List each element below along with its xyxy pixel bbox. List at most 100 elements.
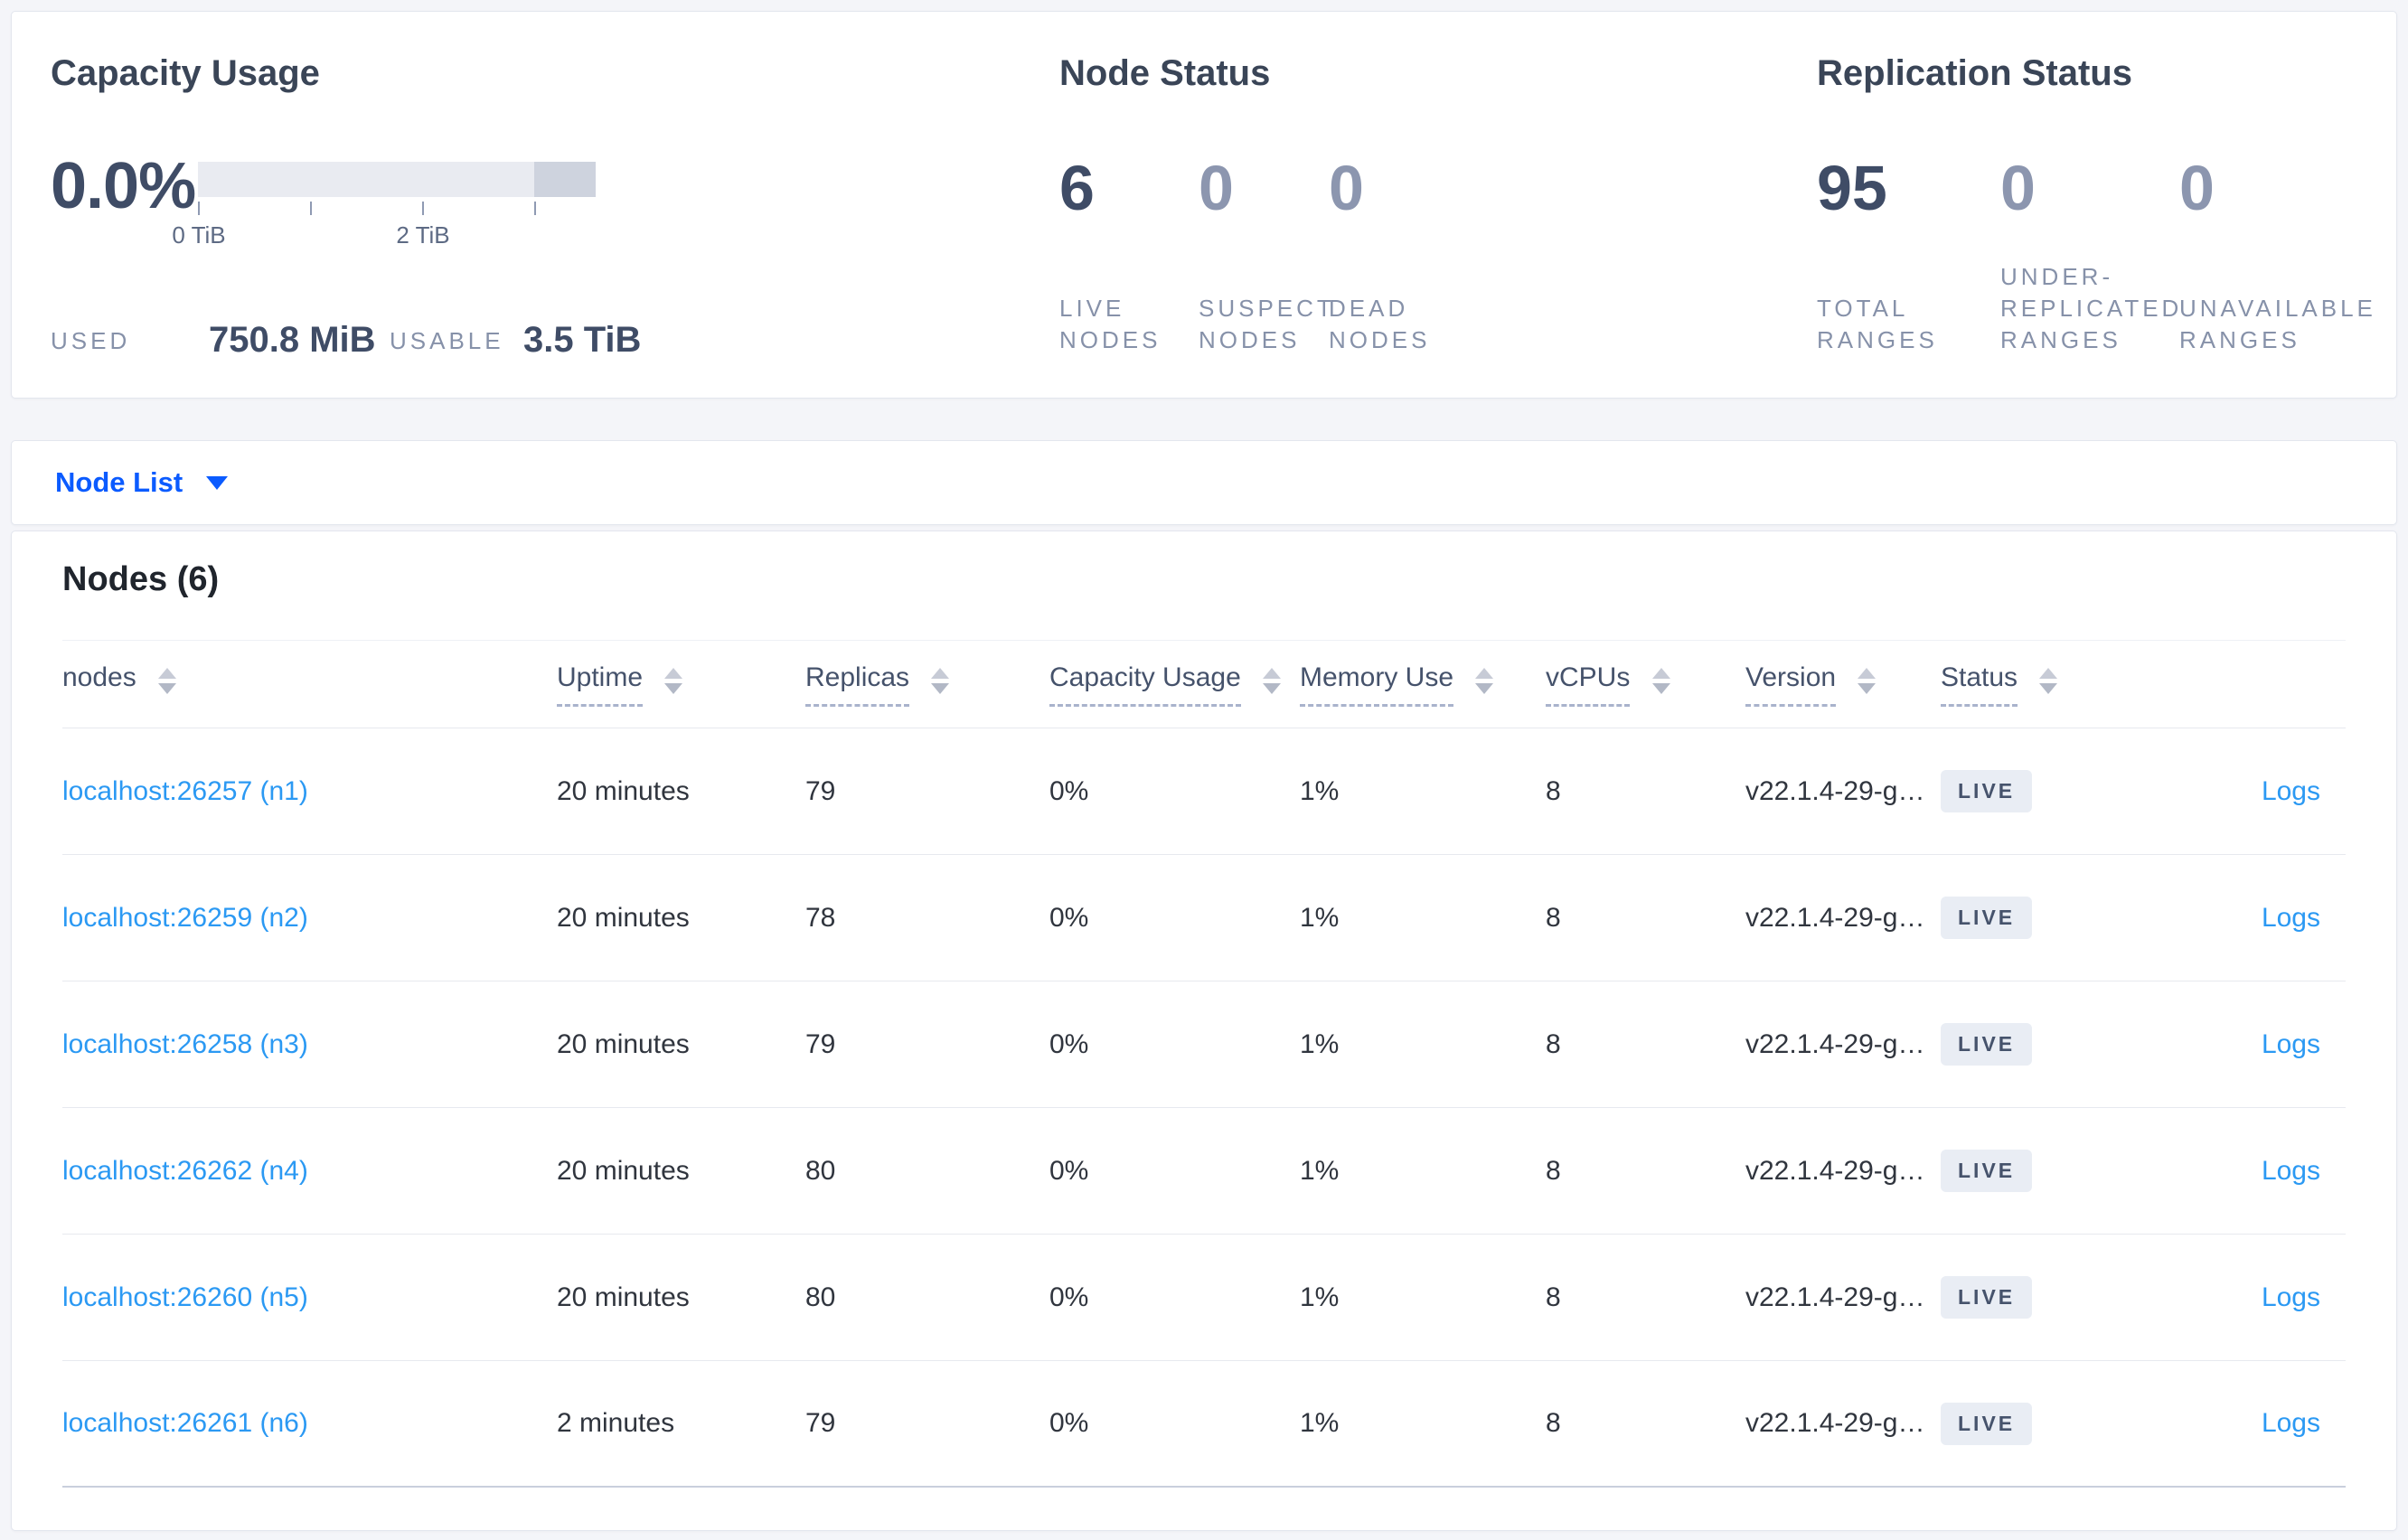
table-header-row: nodes Uptime Replicas Capacity Usage Mem…	[62, 640, 2346, 728]
axis-tick	[422, 202, 424, 215]
capacity-bar-chart: 0 TiB 2 TiB	[172, 162, 596, 261]
version-cell: v22.1.4-29-g…	[1745, 1028, 1925, 1059]
usable-value: 3.5 TiB	[523, 320, 642, 360]
column-header-nodes[interactable]: nodes	[62, 662, 557, 707]
logs-link[interactable]: Logs	[2261, 1155, 2320, 1186]
view-selector-bar: Node List	[11, 440, 2397, 525]
vcpus-cell: 8	[1546, 1028, 1561, 1059]
vcpus-cell: 8	[1546, 1155, 1561, 1186]
node-link[interactable]: localhost:26258 (n3)	[62, 1028, 308, 1059]
sort-icon	[1858, 667, 1877, 694]
replicas-cell: 80	[805, 1155, 836, 1186]
table-row: localhost:26262 (n4) 20 minutes 80 0% 1%…	[62, 1108, 2346, 1235]
capacity-cell: 0%	[1049, 1282, 1089, 1312]
uptime-cell: 20 minutes	[557, 1282, 690, 1312]
dead-nodes-count: 0	[1329, 153, 1364, 223]
version-cell: v22.1.4-29-g…	[1745, 775, 1925, 806]
suspect-nodes-label: SUSPECT NODES	[1199, 295, 1335, 353]
sort-icon	[1263, 667, 1282, 694]
total-ranges-label: TOTAL RANGES	[1817, 295, 1938, 353]
nodes-table-panel: Nodes (6) nodes Uptime Replicas Capacity…	[11, 531, 2397, 1531]
live-nodes-count: 6	[1059, 153, 1095, 223]
column-header-replicas[interactable]: Replicas	[805, 662, 1049, 707]
chevron-down-icon	[206, 475, 229, 490]
logs-link[interactable]: Logs	[2261, 1282, 2320, 1312]
version-cell: v22.1.4-29-g…	[1745, 1155, 1925, 1186]
capacity-cell: 0%	[1049, 1408, 1089, 1438]
status-badge: LIVE	[1941, 1276, 2033, 1319]
capacity-cell: 0%	[1049, 775, 1089, 806]
capacity-usage-section: Capacity Usage 0.0% 0 TiB 2 TiB USED 750…	[51, 12, 1045, 398]
view-selector-label: Node List	[55, 466, 183, 498]
vcpus-cell: 8	[1546, 1408, 1561, 1438]
node-link[interactable]: localhost:26259 (n2)	[62, 902, 308, 933]
view-selector-dropdown[interactable]: Node List	[55, 441, 229, 524]
uptime-cell: 20 minutes	[557, 1028, 690, 1059]
sort-icon	[158, 667, 177, 694]
version-cell: v22.1.4-29-g…	[1745, 902, 1925, 933]
node-status-section: Node Status 6 LIVE NODES 0 SUSPECT NODES…	[1059, 12, 1746, 398]
status-badge: LIVE	[1941, 897, 2033, 939]
axis-tick	[534, 202, 536, 215]
live-nodes-label: LIVE NODES	[1059, 295, 1162, 353]
under-replicated-count: 0	[2000, 153, 2036, 223]
replicas-cell: 80	[805, 1282, 836, 1312]
capacity-cell: 0%	[1049, 902, 1089, 933]
column-header-status[interactable]: Status	[1941, 662, 2170, 707]
uptime-cell: 2 minutes	[557, 1408, 675, 1438]
memory-cell: 1%	[1300, 902, 1340, 933]
capacity-bar-reserved-segment	[534, 162, 596, 197]
logs-link[interactable]: Logs	[2261, 1028, 2320, 1059]
memory-cell: 1%	[1300, 1408, 1340, 1438]
replication-status-section: Replication Status 95 TOTAL RANGES 0 UND…	[1817, 12, 2377, 398]
replicas-cell: 79	[805, 1028, 836, 1059]
capacity-bar-track	[198, 162, 596, 197]
column-header-memory-use[interactable]: Memory Use	[1300, 662, 1546, 707]
node-link[interactable]: localhost:26260 (n5)	[62, 1282, 308, 1312]
table-row: localhost:26257 (n1) 20 minutes 79 0% 1%…	[62, 728, 2346, 855]
capacity-cell: 0%	[1049, 1155, 1089, 1186]
used-label: USED	[51, 327, 131, 354]
axis-tick-label: 0 TiB	[172, 221, 226, 249]
table-row: localhost:26261 (n6) 2 minutes 79 0% 1% …	[62, 1361, 2346, 1488]
sort-icon	[1475, 667, 1494, 694]
version-cell: v22.1.4-29-g…	[1745, 1408, 1925, 1438]
total-ranges-count: 95	[1817, 153, 1887, 223]
capacity-stats: USED 750.8 MiB USABLE 3.5 TiB	[51, 315, 774, 361]
column-header-vcpus[interactable]: vCPUs	[1546, 662, 1745, 707]
uptime-cell: 20 minutes	[557, 775, 690, 806]
logs-link[interactable]: Logs	[2261, 902, 2320, 933]
unavailable-ranges-count: 0	[2179, 153, 2215, 223]
column-header-capacity-usage[interactable]: Capacity Usage	[1049, 662, 1300, 707]
version-cell: v22.1.4-29-g…	[1745, 1282, 1925, 1312]
vcpus-cell: 8	[1546, 1282, 1561, 1312]
node-link[interactable]: localhost:26262 (n4)	[62, 1155, 308, 1186]
uptime-cell: 20 minutes	[557, 1155, 690, 1186]
column-header-version[interactable]: Version	[1745, 662, 1941, 707]
memory-cell: 1%	[1300, 1155, 1340, 1186]
table-row: localhost:26258 (n3) 20 minutes 79 0% 1%…	[62, 981, 2346, 1108]
used-value: 750.8 MiB	[209, 320, 376, 360]
replicas-cell: 79	[805, 775, 836, 806]
capacity-cell: 0%	[1049, 1028, 1089, 1059]
table-row: localhost:26259 (n2) 20 minutes 78 0% 1%…	[62, 855, 2346, 981]
sort-icon	[2039, 667, 2058, 694]
column-header-uptime[interactable]: Uptime	[557, 662, 805, 707]
status-badge: LIVE	[1941, 770, 2033, 812]
node-link[interactable]: localhost:26261 (n6)	[62, 1408, 308, 1438]
logs-link[interactable]: Logs	[2261, 775, 2320, 806]
capacity-usage-title: Capacity Usage	[51, 53, 320, 93]
axis-tick	[198, 202, 200, 215]
dead-nodes-label: DEAD NODES	[1329, 295, 1431, 353]
node-link[interactable]: localhost:26257 (n1)	[62, 775, 308, 806]
sort-icon	[1651, 667, 1670, 694]
axis-tick-label: 2 TiB	[396, 221, 450, 249]
nodes-table-title: Nodes (6)	[62, 560, 220, 598]
under-replicated-label: UNDER- REPLICATED RANGES	[2000, 263, 2183, 353]
vcpus-cell: 8	[1546, 775, 1561, 806]
capacity-used-percent: 0.0%	[51, 150, 196, 222]
logs-link[interactable]: Logs	[2261, 1408, 2320, 1438]
memory-cell: 1%	[1300, 1282, 1340, 1312]
sort-icon	[931, 667, 950, 694]
